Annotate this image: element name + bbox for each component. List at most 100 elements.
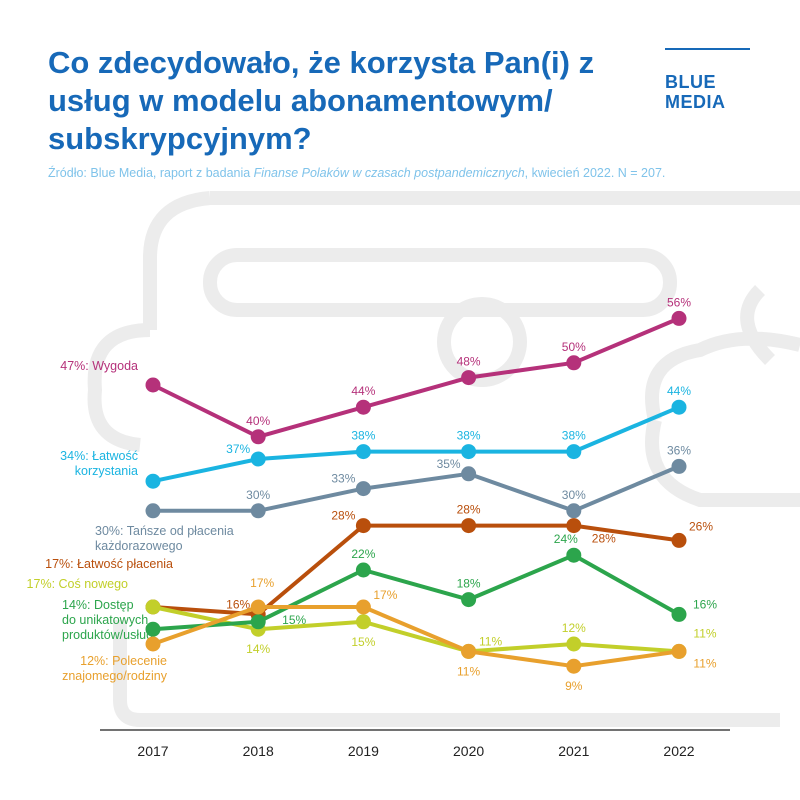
- source-report-title: Finanse Polaków w czasach postpandemiczn…: [253, 166, 525, 180]
- data-point: [461, 518, 477, 534]
- data-label: 38%: [562, 429, 586, 443]
- data-point: [250, 614, 266, 630]
- data-label: 16%: [226, 597, 250, 611]
- series-line: [152, 605, 680, 669]
- data-label: 30%: [246, 488, 270, 502]
- data-label: 26%: [689, 519, 713, 533]
- data-point: [461, 370, 477, 386]
- data-label: 28%: [592, 532, 616, 546]
- series-line: [152, 553, 680, 632]
- data-label: 22%: [351, 547, 375, 561]
- series-start-label: 17%: Łatwość płacenia: [45, 557, 173, 571]
- data-point: [566, 503, 582, 519]
- series-start-label: 34%: Łatwość: [60, 449, 138, 463]
- data-point: [355, 481, 371, 497]
- data-point: [671, 532, 687, 548]
- data-point: [566, 518, 582, 534]
- data-label: 17%: [373, 588, 397, 602]
- header: Co zdecydowało, że korzysta Pan(i) z usł…: [48, 44, 665, 180]
- data-label: 40%: [246, 414, 270, 428]
- data-point: [250, 503, 266, 519]
- data-label: 28%: [331, 509, 355, 523]
- data-point: [145, 636, 161, 652]
- data-label: 15%: [351, 635, 375, 649]
- data-point: [355, 614, 371, 630]
- data-point: [355, 599, 371, 615]
- data-label: 16%: [693, 597, 717, 611]
- data-label: 44%: [351, 384, 375, 398]
- data-point: [461, 643, 477, 659]
- data-label: 18%: [457, 577, 481, 591]
- series-start-label: 17%: Coś nowego: [27, 577, 129, 591]
- data-point: [355, 518, 371, 534]
- series-start-label: korzystania: [75, 464, 138, 478]
- series-4: 16% 28% 28% 28% 26% 17%: Łatwość płacenia: [45, 503, 713, 622]
- data-point: [566, 636, 582, 652]
- series-7: 17% 17% 11% 9% 11% 12%: Polecenieznajomego/ro…: [62, 576, 717, 693]
- x-tick-label: 2019: [348, 743, 379, 759]
- data-label: 44%: [667, 384, 691, 398]
- series-1: 40% 44% 48% 50% 56% 47%: Wygoda: [60, 295, 691, 445]
- data-point: [250, 451, 266, 467]
- series-start-label: każdorazowego: [95, 539, 183, 553]
- data-point: [250, 599, 266, 615]
- data-point: [671, 458, 687, 474]
- data-label: 11%: [479, 634, 502, 648]
- data-label: 48%: [457, 355, 481, 369]
- data-point: [671, 643, 687, 659]
- data-point: [671, 399, 687, 415]
- series-start-label: znajomego/rodziny: [62, 669, 168, 683]
- series-line: [153, 464, 680, 513]
- x-tick-label: 2017: [137, 743, 168, 759]
- data-point: [355, 562, 371, 578]
- data-label: 11%: [457, 664, 480, 678]
- logo-line1: BLUE: [665, 72, 716, 92]
- data-label: 11%: [693, 656, 716, 670]
- x-tick-label: 2020: [453, 743, 484, 759]
- data-point: [145, 621, 161, 637]
- data-label: 9%: [565, 679, 583, 693]
- data-label: 38%: [457, 429, 481, 443]
- data-point: [145, 377, 161, 393]
- data-point: [671, 606, 687, 622]
- source-suffix: , kwiecień 2022. N = 207.: [524, 166, 666, 180]
- background-decoration: [87, 191, 800, 727]
- x-tick-label: 2022: [663, 743, 694, 759]
- x-tick-label: 2021: [558, 743, 589, 759]
- data-point: [145, 473, 161, 489]
- series-3: 30% 33% 35% 30% 36% 30%: Tańsze od płaceniaka…: [95, 443, 691, 553]
- data-point: [145, 599, 161, 615]
- data-point: [145, 503, 161, 519]
- data-label: 28%: [457, 503, 481, 517]
- data-point: [355, 399, 371, 415]
- data-label: 30%: [562, 488, 586, 502]
- logo-line2: MEDIA: [665, 92, 726, 112]
- series-line: [152, 316, 680, 439]
- series-start-label: 12%: Polecenie: [80, 654, 167, 668]
- data-point: [250, 429, 266, 445]
- source-prefix: Źródło: Blue Media, raport z badania: [48, 166, 254, 180]
- data-label: 36%: [667, 443, 691, 457]
- x-tick-label: 2018: [243, 743, 274, 759]
- data-label: 24%: [554, 532, 578, 546]
- series-start-label: do unikatowych: [62, 613, 148, 627]
- series-line: [152, 605, 680, 654]
- data-point: [355, 444, 371, 460]
- series-5: 14% 15% 11% 12% 11% 17%: Coś nowego: [27, 577, 717, 659]
- data-label: 12%: [562, 621, 586, 635]
- data-label: 17%: [250, 576, 274, 590]
- data-label: 50%: [562, 340, 586, 354]
- data-point: [461, 592, 477, 608]
- series-start-label: 47%: Wygoda: [60, 359, 138, 373]
- data-label: 15%: [282, 613, 306, 627]
- data-label: 11%: [693, 626, 716, 640]
- data-point: [566, 547, 582, 563]
- data-point: [461, 444, 477, 460]
- data-label: 35%: [437, 457, 461, 471]
- data-point: [461, 466, 477, 482]
- source-note: Źródło: Blue Media, raport z badania Fin…: [48, 166, 665, 180]
- blue-media-logo: BLUE MEDIA: [665, 48, 750, 112]
